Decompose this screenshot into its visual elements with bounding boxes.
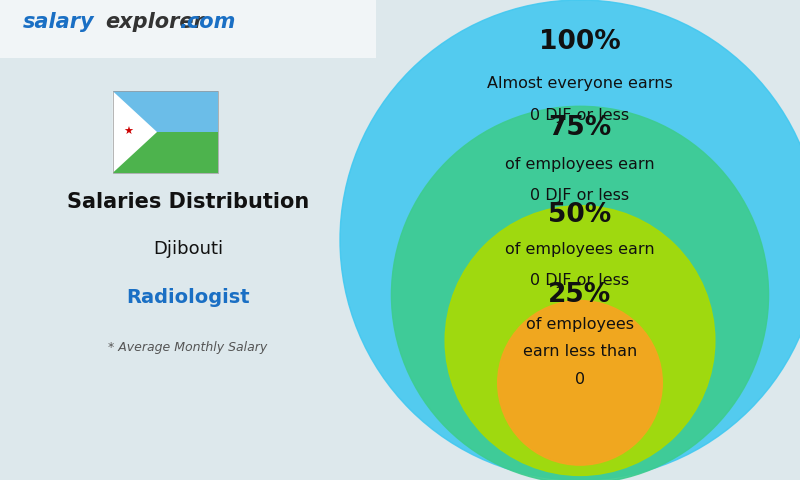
Text: 0 DJF or less: 0 DJF or less (530, 273, 630, 288)
Text: Djibouti: Djibouti (153, 240, 223, 258)
Text: explorer: explorer (106, 12, 204, 32)
Polygon shape (113, 91, 157, 173)
FancyBboxPatch shape (0, 0, 376, 58)
Text: .com: .com (178, 12, 235, 32)
Text: of employees earn: of employees earn (505, 157, 655, 172)
Text: of employees: of employees (526, 317, 634, 332)
Text: Radiologist: Radiologist (126, 288, 250, 307)
Text: 0 DJF or less: 0 DJF or less (530, 108, 630, 123)
Text: salary: salary (22, 12, 94, 32)
Circle shape (391, 106, 769, 480)
Circle shape (445, 206, 715, 475)
Text: 100%: 100% (539, 29, 621, 55)
Text: * Average Monthly Salary: * Average Monthly Salary (108, 341, 268, 354)
Text: 25%: 25% (548, 282, 612, 308)
FancyBboxPatch shape (113, 91, 218, 132)
Text: Almost everyone earns: Almost everyone earns (487, 76, 673, 91)
Text: 50%: 50% (548, 202, 612, 228)
Text: earn less than: earn less than (523, 345, 637, 360)
Text: 0: 0 (575, 372, 585, 387)
Text: 75%: 75% (548, 115, 612, 141)
FancyBboxPatch shape (113, 132, 218, 173)
Text: ★: ★ (123, 127, 134, 137)
Text: 0 DJF or less: 0 DJF or less (530, 188, 630, 203)
Text: of employees earn: of employees earn (505, 241, 655, 257)
Text: Salaries Distribution: Salaries Distribution (67, 192, 309, 212)
Circle shape (340, 0, 800, 480)
Circle shape (498, 300, 662, 465)
